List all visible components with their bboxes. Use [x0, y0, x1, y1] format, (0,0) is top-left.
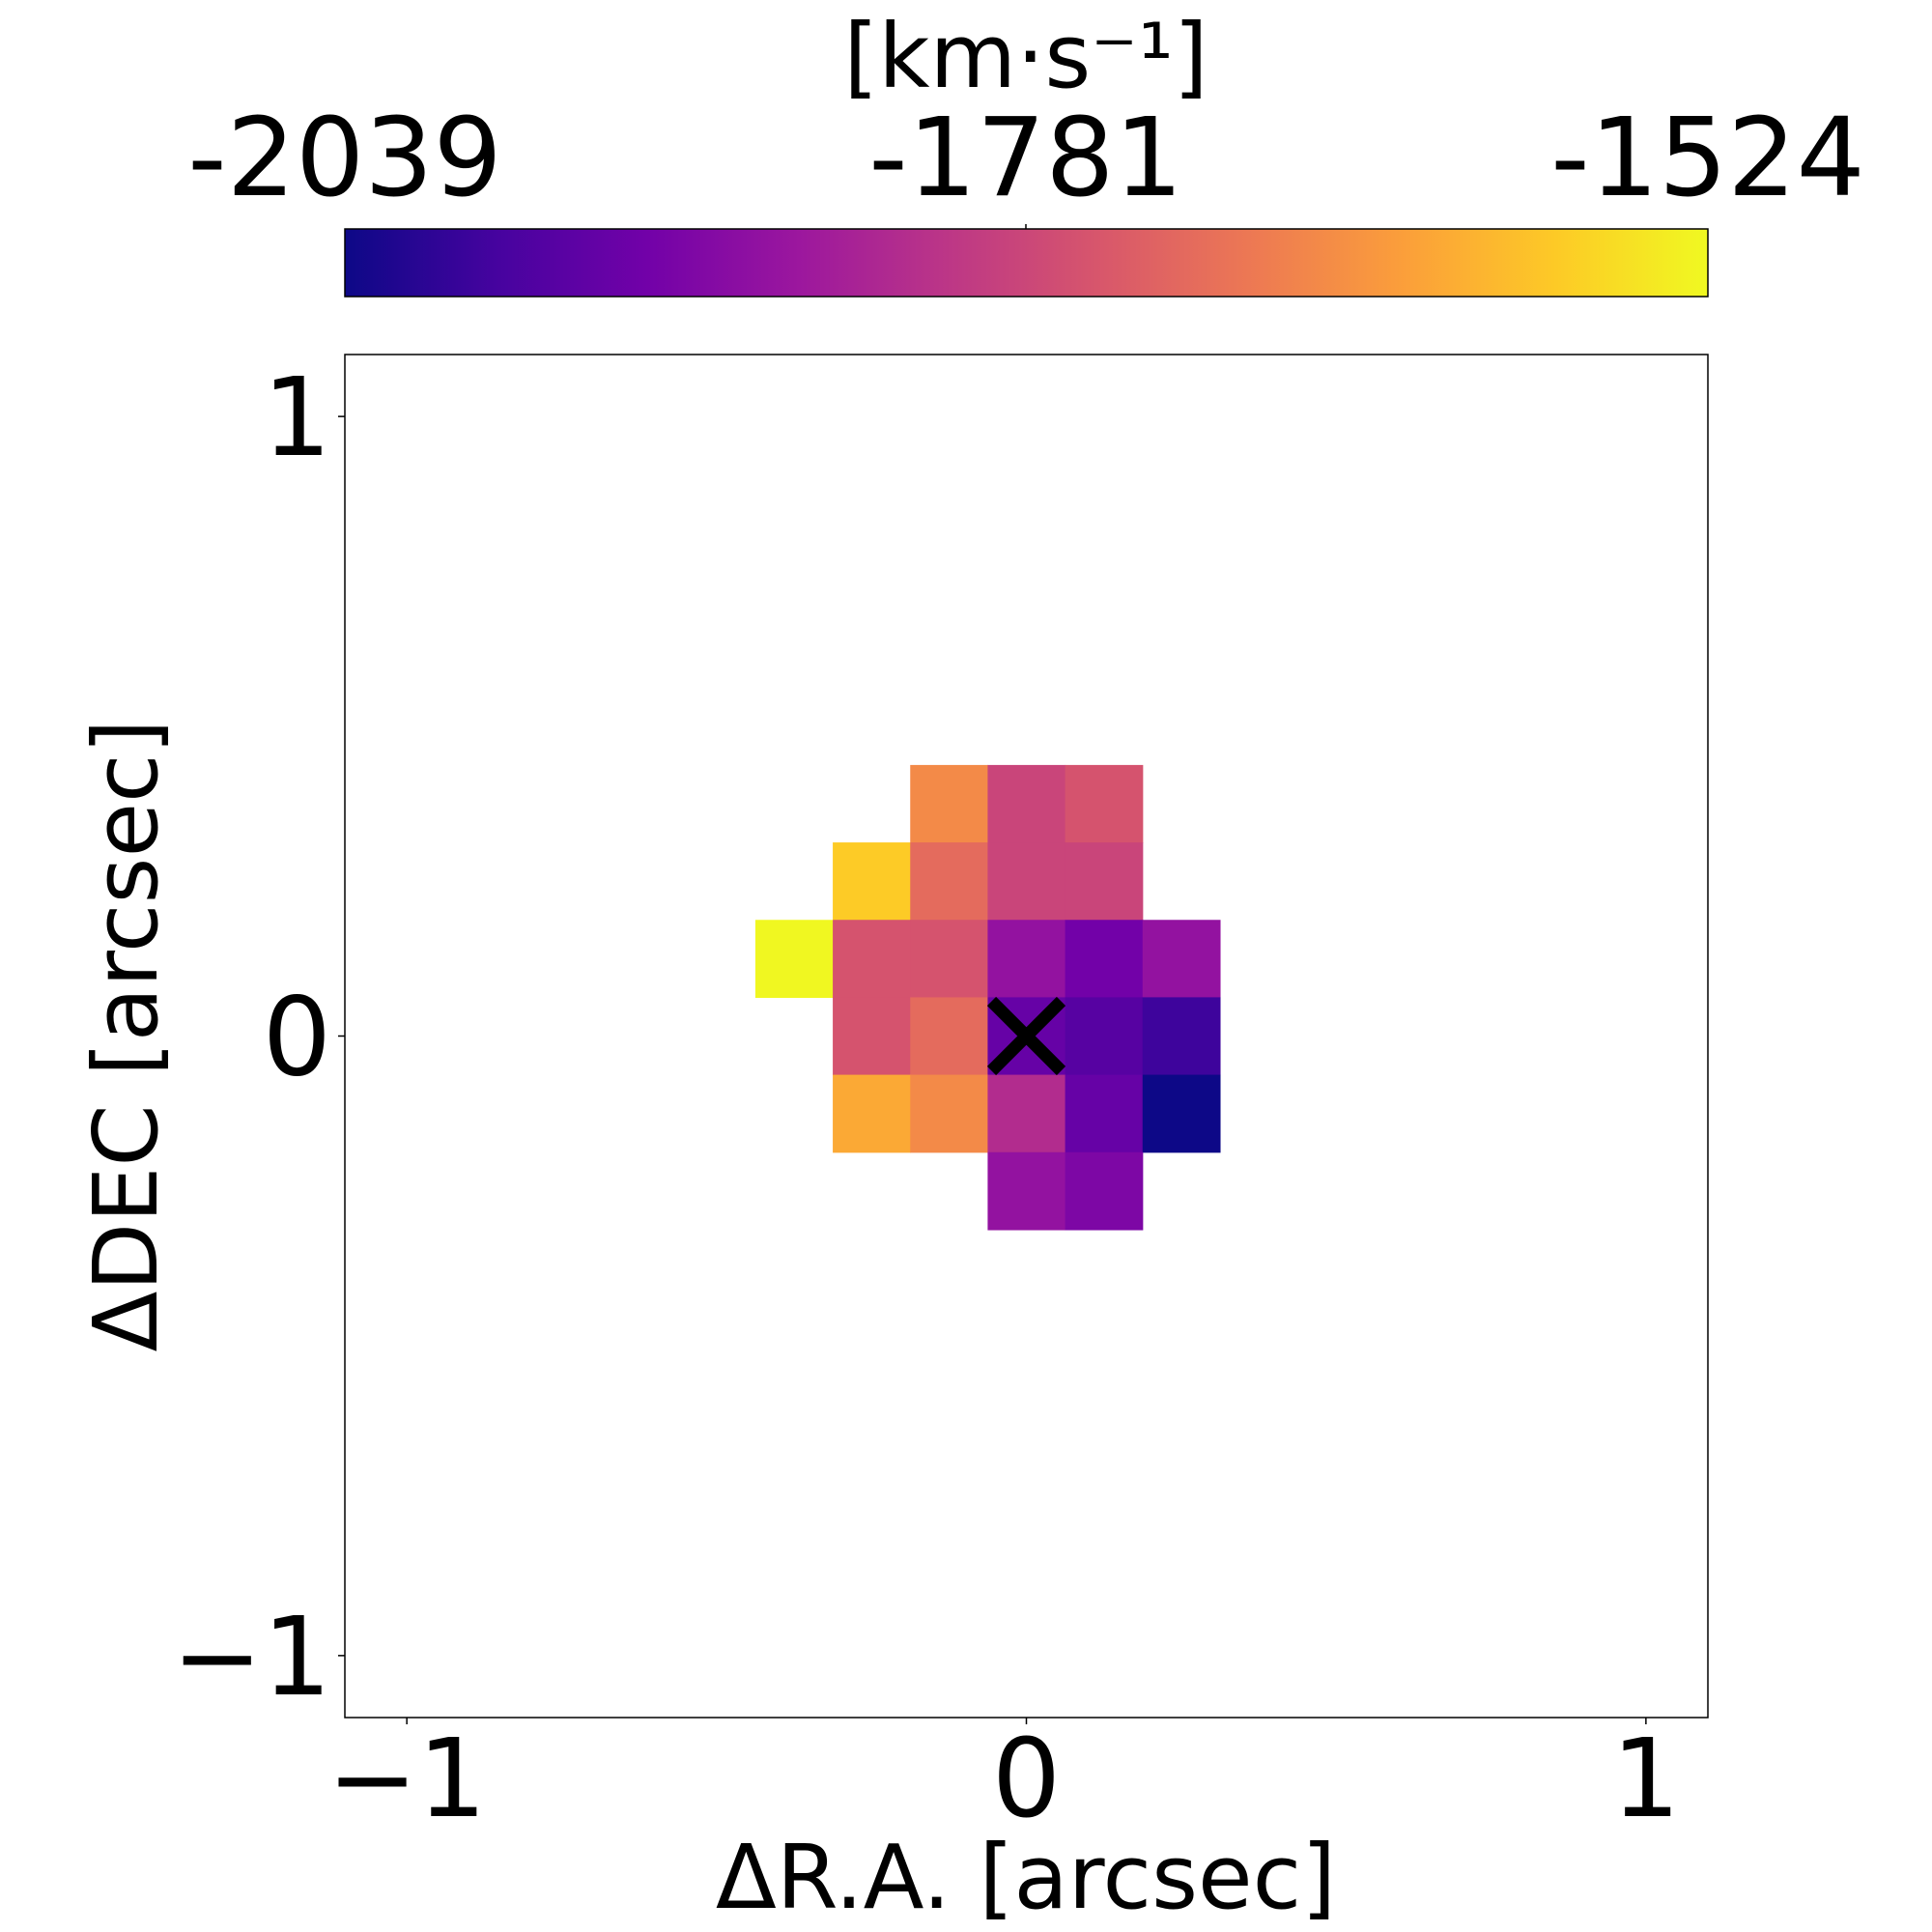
center-cross-marker: [986, 996, 1066, 1076]
heatmap-pixel: [910, 842, 989, 921]
y-tick-label: 0: [263, 976, 331, 1101]
heatmap-pixel: [754, 920, 834, 999]
colorbar-tick-label-max: -1524: [1550, 96, 1864, 221]
colorbar-gradient: [344, 228, 1709, 298]
heatmap-pixels: [754, 764, 1221, 1231]
x-axis-ticks: −1 0 1: [327, 1717, 1681, 1842]
heatmap-pixel: [833, 920, 911, 999]
x-tick-label: 0: [992, 1717, 1061, 1842]
colorbar-unit-label: [km·s⁻¹]: [843, 5, 1208, 108]
heatmap-pixel: [987, 1074, 1066, 1153]
center-marker-layer: [986, 996, 1066, 1076]
heatmap-pixel: [987, 764, 1066, 843]
colorbar-tick-label-min: -2039: [187, 96, 501, 221]
colorbar-tick-label-mid: -1781: [868, 96, 1182, 221]
y-axis-ticks: −1 0 1: [172, 355, 345, 1720]
heatmap-pixel: [1065, 842, 1144, 921]
x-tick-label: 1: [1611, 1717, 1680, 1842]
heatmap-pixel: [1142, 1074, 1221, 1153]
heatmap-pixel: [1065, 1074, 1144, 1153]
heatmap-pixel: [987, 842, 1066, 921]
heatmap-pixel: [833, 1074, 911, 1153]
heatmap-pixel: [910, 920, 989, 999]
y-tick-label: −1: [172, 1595, 331, 1720]
heatmap-pixel: [910, 1074, 989, 1153]
colorbar: [km·s⁻¹] -2039 -1781 -1524: [187, 5, 1865, 298]
heatmap-pixel: [1142, 997, 1221, 1076]
heatmap-pixel: [910, 997, 989, 1076]
heatmap-plot: −1 0 1 −1 0 1 ΔR.A. [arcsec] ΔDEC [arcsec]: [74, 354, 1709, 1929]
heatmap-pixel: [1065, 764, 1144, 843]
heatmap-pixel: [833, 842, 911, 921]
y-axis-label: ΔDEC [arcsec]: [74, 719, 178, 1351]
heatmap-pixel: [1065, 1151, 1144, 1231]
x-tick-label: −1: [327, 1717, 487, 1842]
x-axis-label: ΔR.A. [arcsec]: [716, 1826, 1336, 1929]
heatmap-pixel: [1065, 997, 1144, 1076]
heatmap-pixel: [910, 764, 989, 843]
heatmap-pixel: [1065, 920, 1144, 999]
heatmap-pixel: [987, 920, 1066, 999]
heatmap-pixel: [833, 997, 911, 1076]
y-tick-label: 1: [263, 355, 331, 481]
heatmap-pixel: [1142, 920, 1221, 999]
heatmap-pixel: [987, 1151, 1066, 1231]
